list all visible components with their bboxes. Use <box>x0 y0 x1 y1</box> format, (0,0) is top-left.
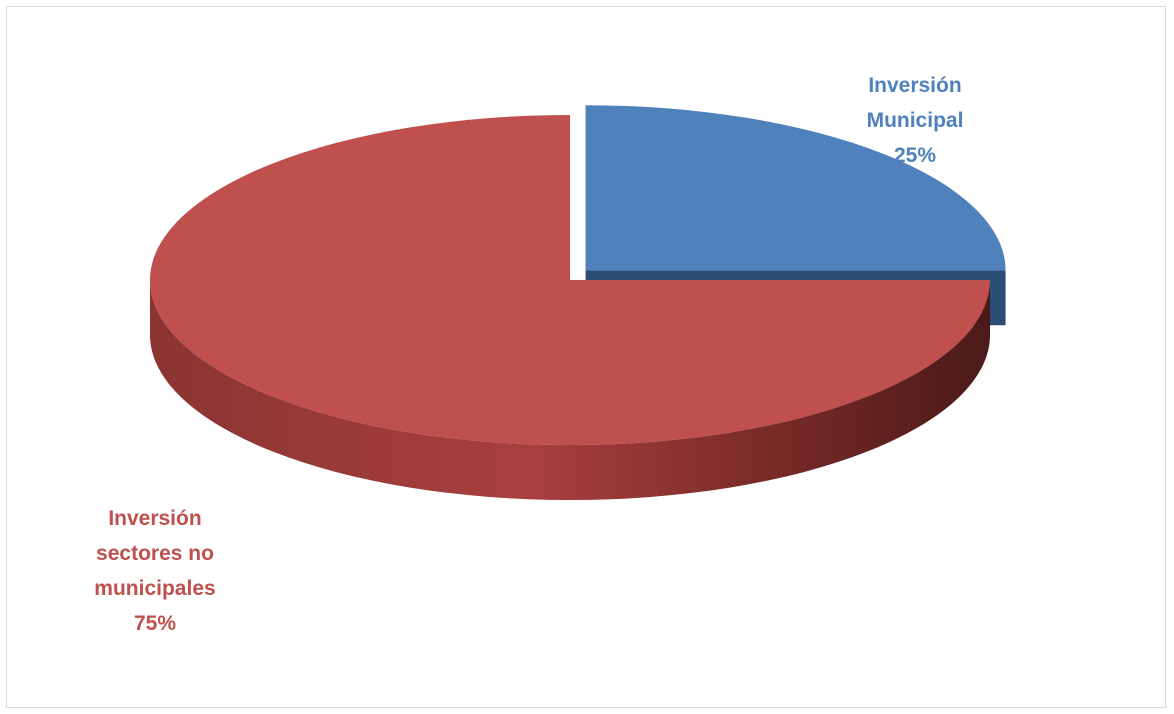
slice-top-inversion-sectores-no-municipales <box>150 115 990 445</box>
label-inversion-sectores-no-municipales: Inversión sectores no municipales 75% <box>60 501 250 641</box>
label-line: Inversión <box>108 507 202 530</box>
slice-side-inversion-sectores-no-municipales <box>150 280 990 500</box>
label-line: sectores no <box>96 542 214 565</box>
label-inversion-municipal: Inversión Municipal 25% <box>840 68 990 173</box>
label-value: 25% <box>893 144 937 167</box>
label-value: 75% <box>133 612 177 635</box>
label-line: municipales <box>94 577 216 600</box>
slice-top-inversion-municipal <box>585 105 1006 271</box>
label-line: Inversión <box>868 74 962 97</box>
label-line: Municipal <box>866 109 964 132</box>
